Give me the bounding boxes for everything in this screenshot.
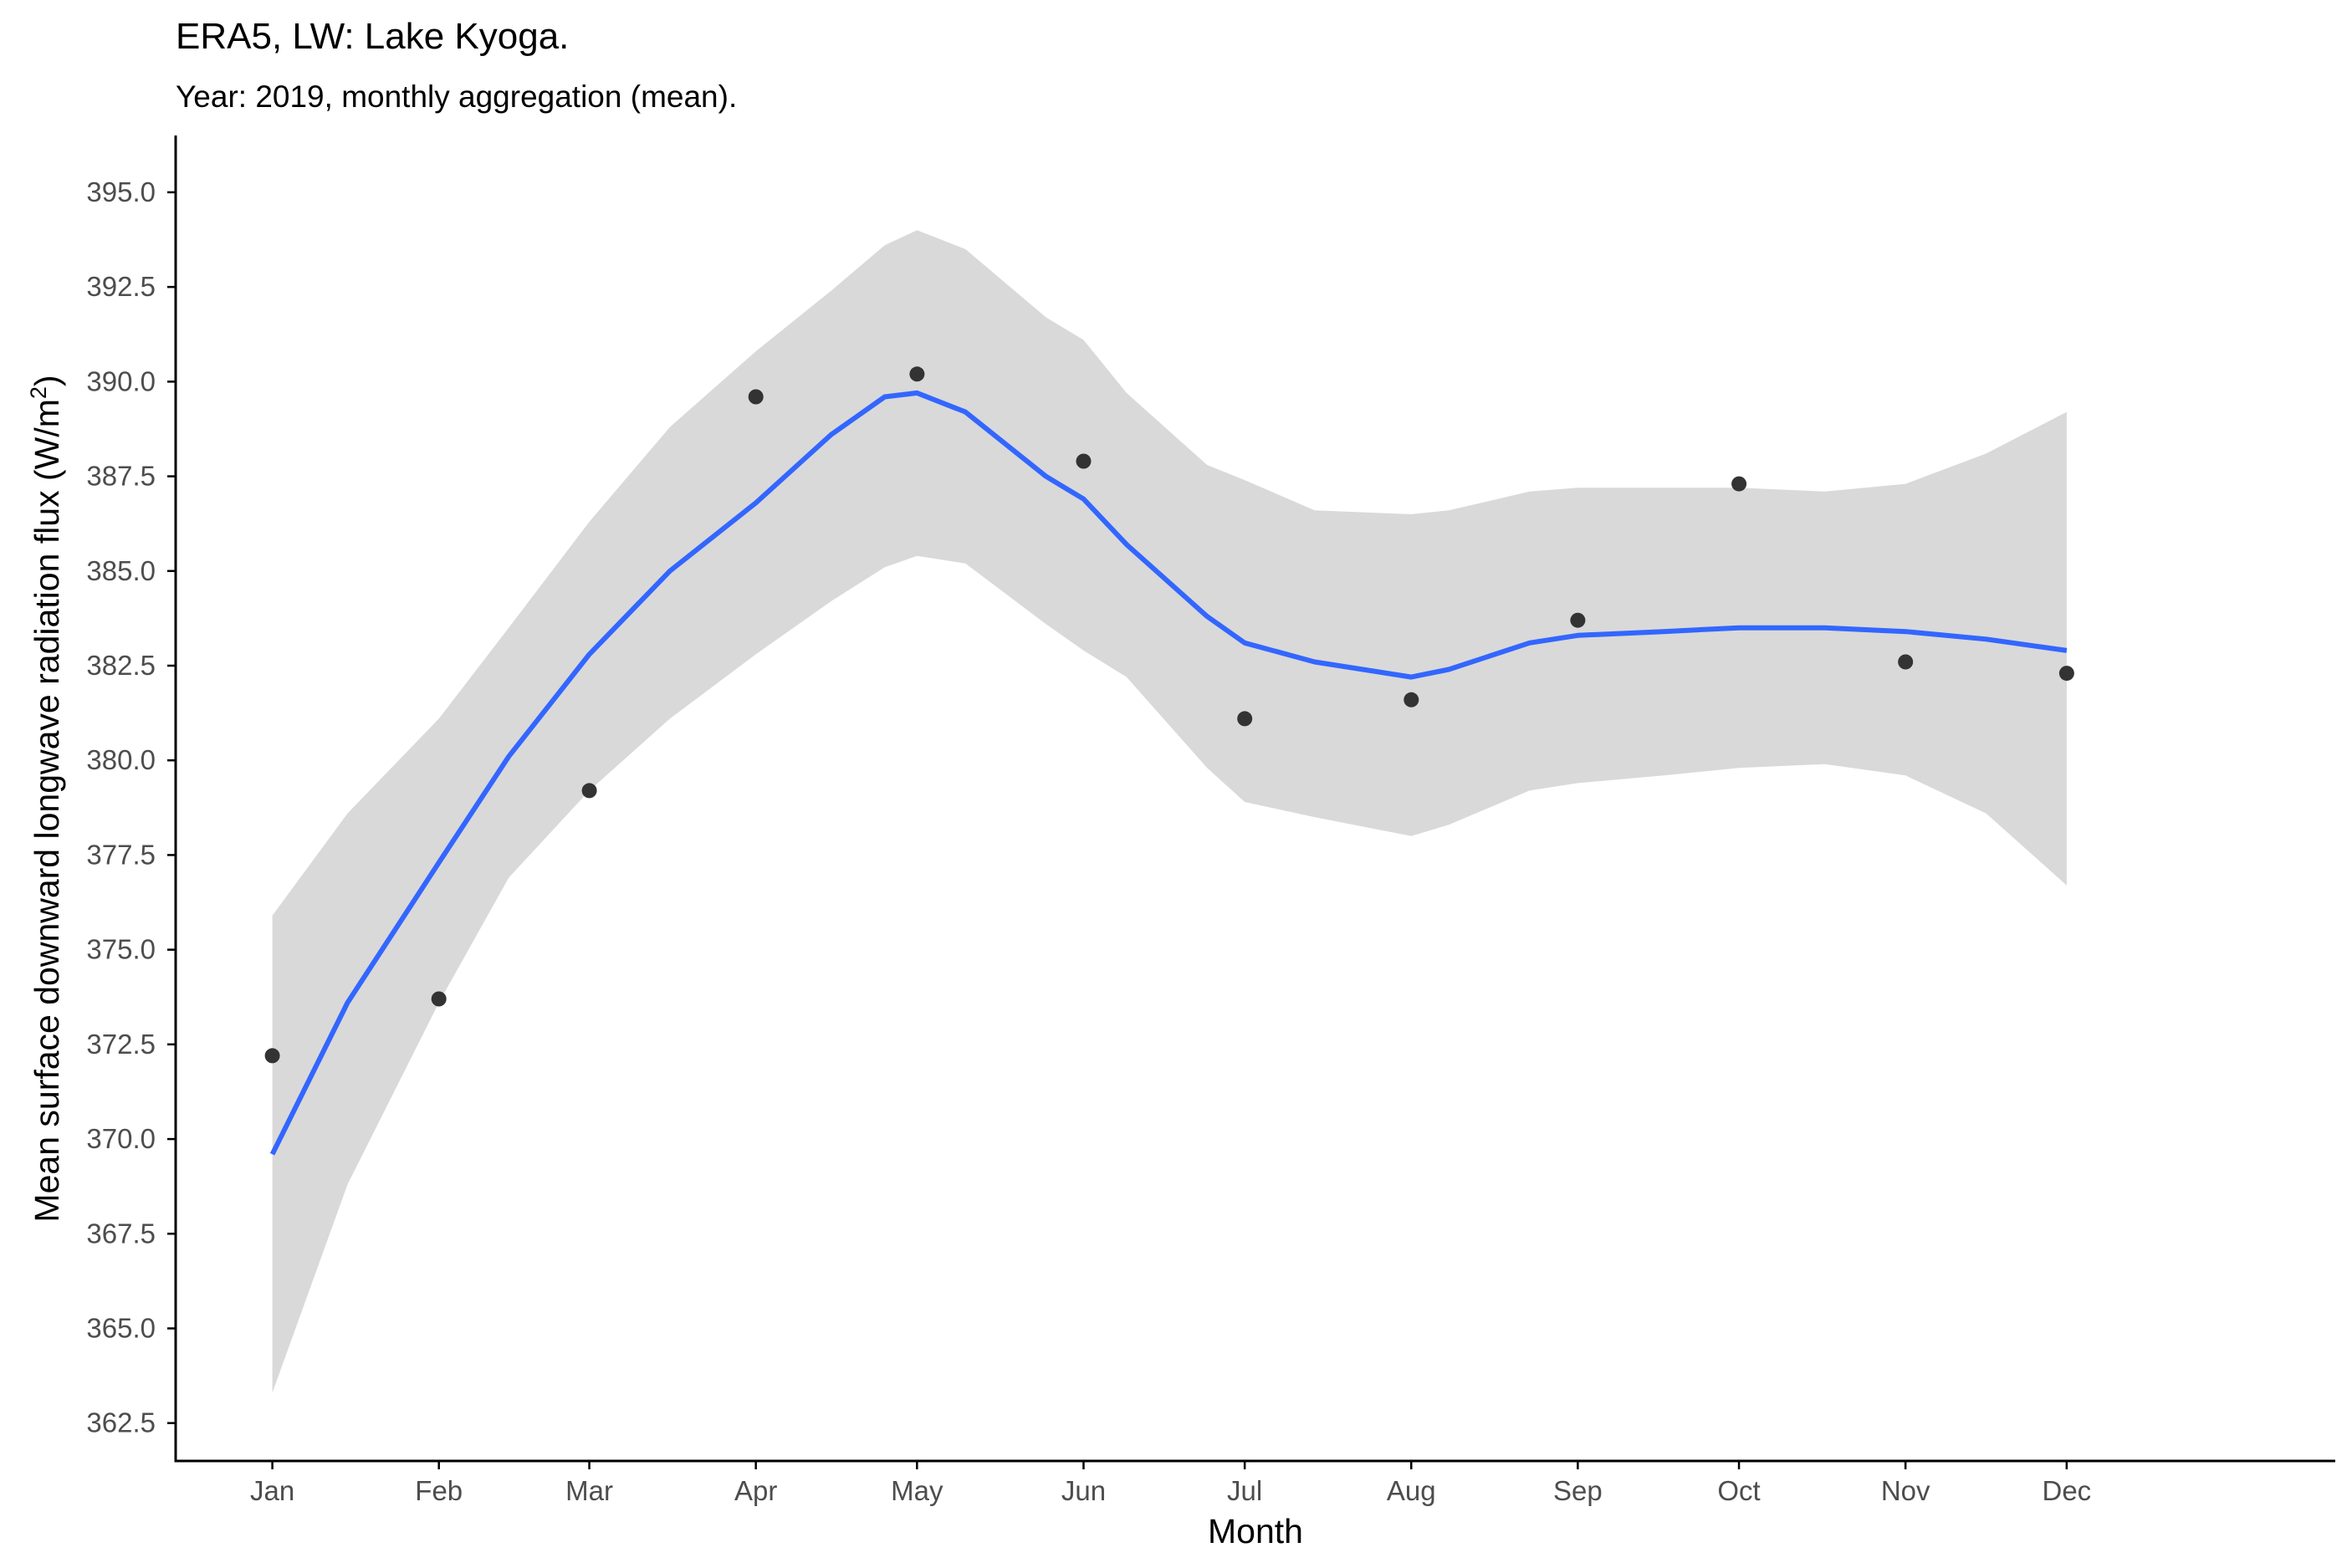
y-axis-title-main: Mean surface downward longwave radiation… xyxy=(28,399,66,1222)
data-point-nov xyxy=(1898,654,1914,670)
x-tick-label-feb: Feb xyxy=(415,1475,463,1506)
y-tick-label: 370.0 xyxy=(86,1123,156,1154)
data-point-mar xyxy=(581,783,597,799)
y-tick-label: 375.0 xyxy=(86,934,156,965)
x-axis-ticks: Jan Feb Mar Apr May Jun Jul Aug Sep Oct Nov Dec xyxy=(250,1461,2091,1506)
x-tick-label-may: May xyxy=(891,1475,943,1506)
data-point-feb xyxy=(431,991,447,1007)
y-axis-ticks: 362.5 365.0 367.5 370.0 372.5 375.0 377.5 380.0… xyxy=(86,176,176,1438)
chart-title: ERA5, LW: Lake Kyoga. xyxy=(176,16,569,57)
y-tick-label: 395.0 xyxy=(86,176,156,207)
y-axis-title-superscript: 2 xyxy=(26,386,51,399)
data-point-jun xyxy=(1076,453,1092,469)
x-tick-label-mar: Mar xyxy=(565,1475,613,1506)
data-point-aug xyxy=(1404,692,1419,707)
x-tick-label-oct: Oct xyxy=(1717,1475,1760,1506)
x-tick-label-nov: Nov xyxy=(1881,1475,1930,1506)
x-tick-label-dec: Dec xyxy=(2043,1475,2092,1506)
x-tick-label-sep: Sep xyxy=(1553,1475,1603,1506)
smooth-line xyxy=(269,390,2068,1156)
x-tick-label-aug: Aug xyxy=(1387,1475,1436,1506)
data-point-apr xyxy=(748,389,764,405)
y-tick-label: 382.5 xyxy=(86,650,156,681)
y-tick-label: 362.5 xyxy=(86,1407,156,1438)
y-tick-label: 380.0 xyxy=(86,744,156,775)
y-tick-label: 387.5 xyxy=(86,461,156,492)
plot-area xyxy=(264,230,2074,1393)
chart-subtitle: Year: 2019, monthly aggregation (mean). xyxy=(176,79,737,114)
y-axis-title-end: ) xyxy=(28,375,66,386)
y-tick-label: 372.5 xyxy=(86,1029,156,1060)
data-point-jan xyxy=(264,1048,280,1064)
data-point-may xyxy=(909,366,925,382)
x-tick-label-jun: Jun xyxy=(1061,1475,1106,1506)
y-tick-label: 377.5 xyxy=(86,839,156,870)
data-point-oct xyxy=(1731,476,1747,492)
y-tick-label: 392.5 xyxy=(86,271,156,302)
x-tick-label-jan: Jan xyxy=(250,1475,294,1506)
y-axis-title: Mean surface downward longwave radiation… xyxy=(26,375,66,1222)
x-axis-title: Month xyxy=(1208,1512,1303,1550)
x-tick-label-apr: Apr xyxy=(734,1475,777,1506)
y-tick-label: 367.5 xyxy=(86,1218,156,1249)
data-point-sep xyxy=(1570,612,1586,628)
y-tick-label: 365.0 xyxy=(86,1313,156,1344)
y-tick-label: 390.0 xyxy=(86,365,156,396)
data-point-dec xyxy=(2058,666,2074,682)
y-tick-label: 385.0 xyxy=(86,555,156,586)
x-tick-label-jul: Jul xyxy=(1227,1475,1262,1506)
data-point-jul xyxy=(1237,711,1253,727)
confidence-ribbon xyxy=(272,230,2067,1393)
